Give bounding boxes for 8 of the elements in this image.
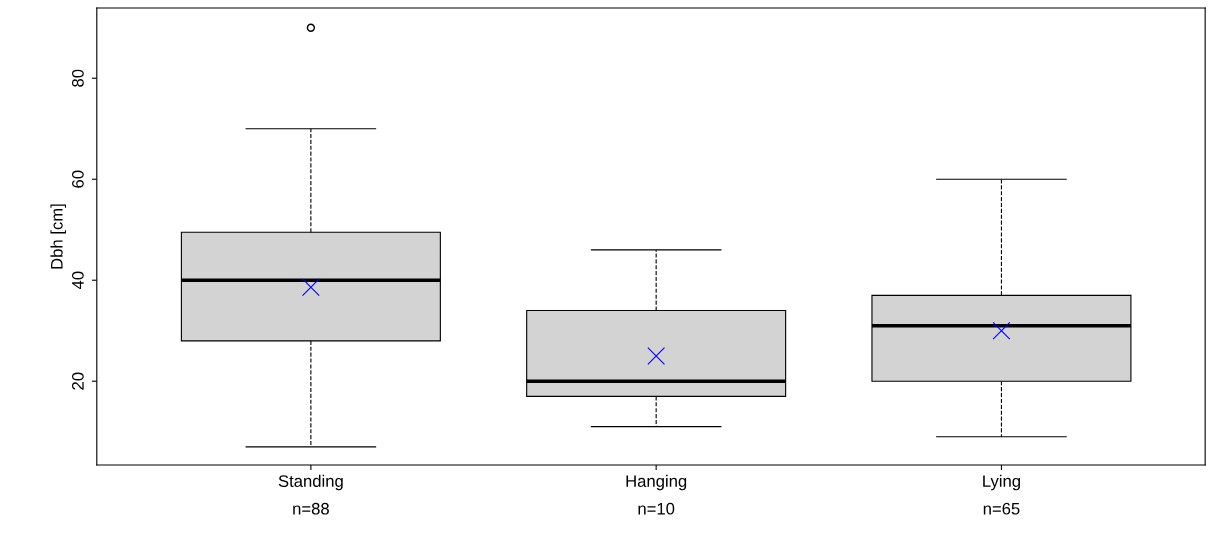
x-tick-label: Hanging n=10 xyxy=(626,474,687,515)
y-tick-label: 20 xyxy=(71,372,84,390)
y-axis-title: Dbh [cm] xyxy=(50,204,66,269)
y-tick-label: 40 xyxy=(71,271,84,290)
x-tick-label: Standing n=88 xyxy=(278,474,343,515)
y-tick-label: 80 xyxy=(71,69,84,87)
x-tick-label: Lying n=65 xyxy=(983,474,1020,515)
y-tick-label: 60 xyxy=(71,170,84,188)
